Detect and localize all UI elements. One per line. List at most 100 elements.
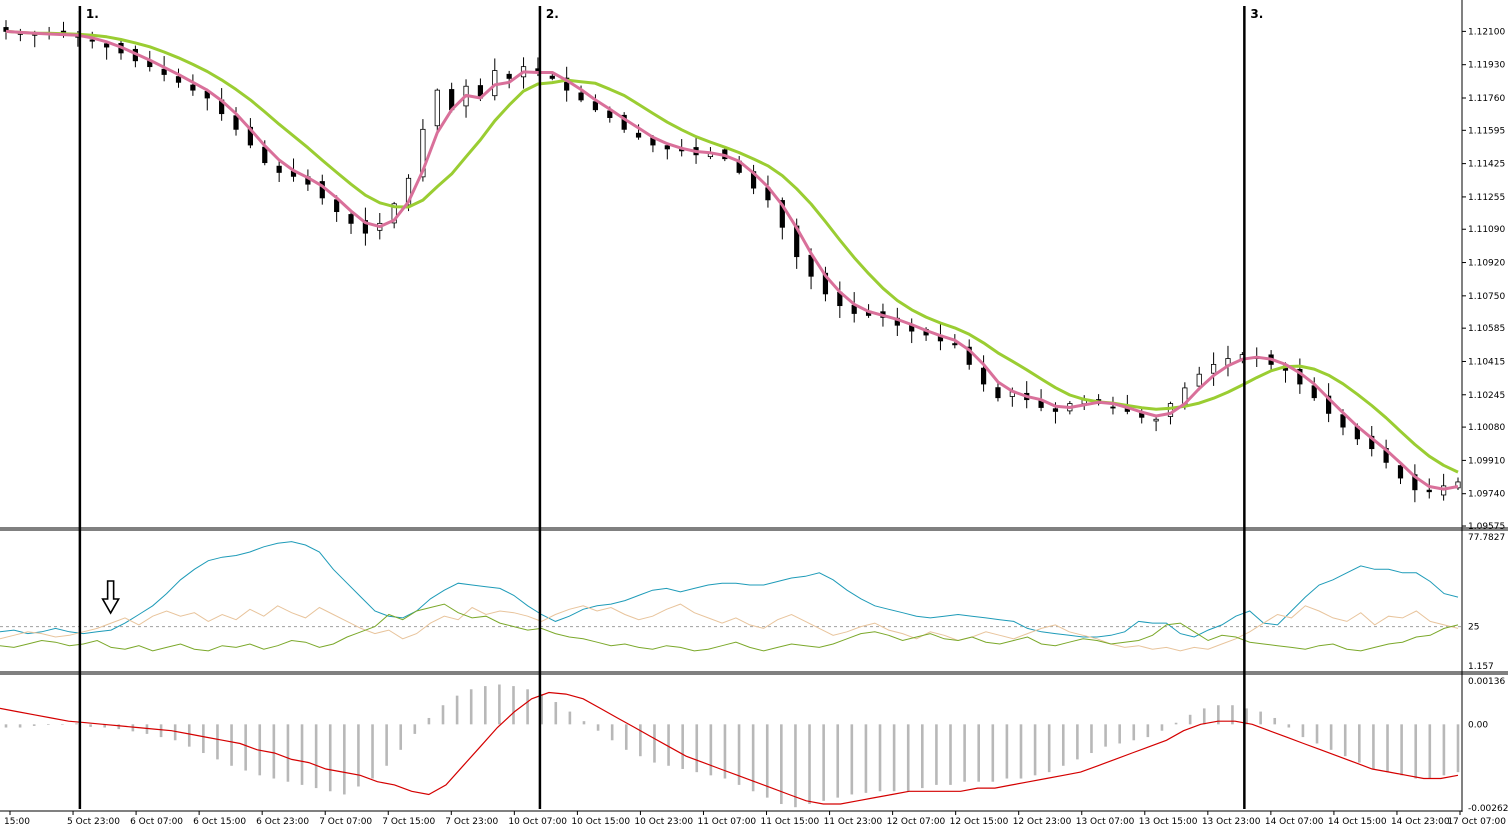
candle[interactable] (1196, 366, 1202, 391)
event-markers: 1. 2. 3. (78, 6, 1263, 809)
histogram-panel[interactable] (0, 684, 1460, 808)
candle[interactable] (348, 209, 354, 234)
histogram-bar (540, 694, 543, 725)
candle[interactable] (549, 73, 555, 81)
candle[interactable] (1311, 377, 1317, 401)
candle[interactable] (118, 40, 124, 60)
time-axis: 15:00 5 Oct 23:00 6 Oct 07:00 6 Oct 15:00 6 … (4, 811, 1506, 827)
candle[interactable] (1225, 345, 1231, 377)
candle-body (434, 89, 440, 127)
candle-body (1297, 368, 1303, 385)
histogram-bar (1076, 724, 1079, 760)
histogram-bar (1005, 724, 1009, 779)
price-tick-label: 1.09740 (1468, 490, 1505, 500)
histogram-tick-label: -0.002625 (1468, 804, 1508, 814)
histogram-bar (1301, 724, 1305, 738)
candle[interactable] (362, 207, 369, 246)
price-tick-label: 1.12100 (1468, 27, 1505, 37)
histogram-bar (1456, 724, 1460, 773)
price-tick-label: 1.11090 (1468, 225, 1505, 235)
candle[interactable] (894, 307, 900, 336)
histogram-bar (512, 686, 515, 725)
candle[interactable] (1297, 358, 1303, 394)
oscillator-panel[interactable] (0, 541, 1462, 652)
candle[interactable] (621, 112, 627, 133)
candle[interactable] (1441, 473, 1447, 501)
down-arrow-icon (101, 580, 121, 615)
candle[interactable] (966, 339, 972, 370)
price-tick-label: 1.10920 (1468, 259, 1505, 269)
price-panel[interactable] (3, 20, 1461, 503)
histogram-bar (836, 724, 840, 798)
candle[interactable] (564, 66, 570, 102)
candle[interactable] (736, 156, 742, 175)
candle[interactable] (434, 88, 440, 132)
candle[interactable] (750, 164, 757, 195)
candle[interactable] (319, 174, 325, 205)
candle[interactable] (1412, 464, 1418, 503)
candle-body (391, 203, 397, 224)
candle[interactable] (276, 159, 282, 182)
candle[interactable] (1383, 439, 1389, 469)
candle-body (233, 115, 239, 130)
histogram-bar (455, 695, 459, 725)
candle[interactable] (405, 174, 412, 212)
candle-body (592, 101, 599, 111)
candle-body (779, 200, 785, 228)
candle[interactable] (664, 144, 670, 160)
price-tick-label: 1.11425 (1468, 160, 1505, 170)
histogram-bar (117, 724, 121, 730)
candle[interactable] (980, 355, 987, 392)
candle[interactable] (765, 175, 771, 208)
candle[interactable] (175, 68, 182, 88)
candle[interactable] (851, 292, 857, 323)
candle-body (3, 27, 9, 32)
time-tick-label: 10 Oct 07:00 (508, 817, 567, 827)
candle[interactable] (837, 281, 843, 318)
histogram-bar (18, 724, 22, 728)
candle[interactable] (17, 28, 23, 42)
histogram-bar (103, 724, 106, 728)
candle-body (1426, 489, 1432, 493)
candle-body (995, 387, 1001, 399)
candle-body (952, 343, 958, 346)
candle[interactable] (132, 45, 138, 68)
candle[interactable] (506, 70, 512, 89)
candle[interactable] (995, 381, 1001, 402)
histogram-bar (1217, 705, 1220, 725)
candle[interactable] (190, 74, 196, 96)
histogram-bar (949, 724, 952, 785)
candle[interactable] (1110, 396, 1116, 415)
histogram-bar (568, 711, 572, 725)
signal-line (0, 691, 1459, 805)
candle[interactable] (909, 318, 915, 344)
histogram-bar (991, 724, 995, 782)
time-tick-label: 15:00 (4, 817, 30, 827)
histogram-bar (498, 684, 501, 725)
price-tick-label: 1.11595 (1468, 126, 1505, 136)
histogram-bar (935, 724, 938, 785)
plus-di-line (0, 541, 1459, 638)
candle-body (190, 84, 196, 91)
histogram-bar (371, 724, 374, 779)
candle[interactable] (104, 41, 110, 60)
price-tick-label: 1.10080 (1468, 423, 1505, 433)
histogram-bar (963, 724, 966, 782)
candle[interactable] (1397, 462, 1404, 485)
histogram-bar (1146, 724, 1150, 738)
histogram-bar (582, 721, 586, 725)
candle[interactable] (1426, 478, 1432, 499)
candle-body (104, 43, 110, 48)
candle[interactable] (219, 88, 225, 121)
histogram-bar (1386, 724, 1389, 773)
candle-body (506, 73, 512, 79)
histogram-bar (1188, 714, 1192, 725)
candle[interactable] (1326, 383, 1332, 423)
candle[interactable] (1153, 416, 1159, 432)
candle-body (334, 199, 340, 213)
candle[interactable] (492, 58, 498, 101)
candle[interactable] (1211, 352, 1217, 386)
histogram-bar (413, 724, 417, 734)
candle[interactable] (3, 20, 9, 40)
